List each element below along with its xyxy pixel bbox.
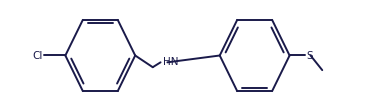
Text: S: S [306,51,313,60]
Text: HN: HN [162,57,178,67]
Text: Cl: Cl [32,51,43,60]
